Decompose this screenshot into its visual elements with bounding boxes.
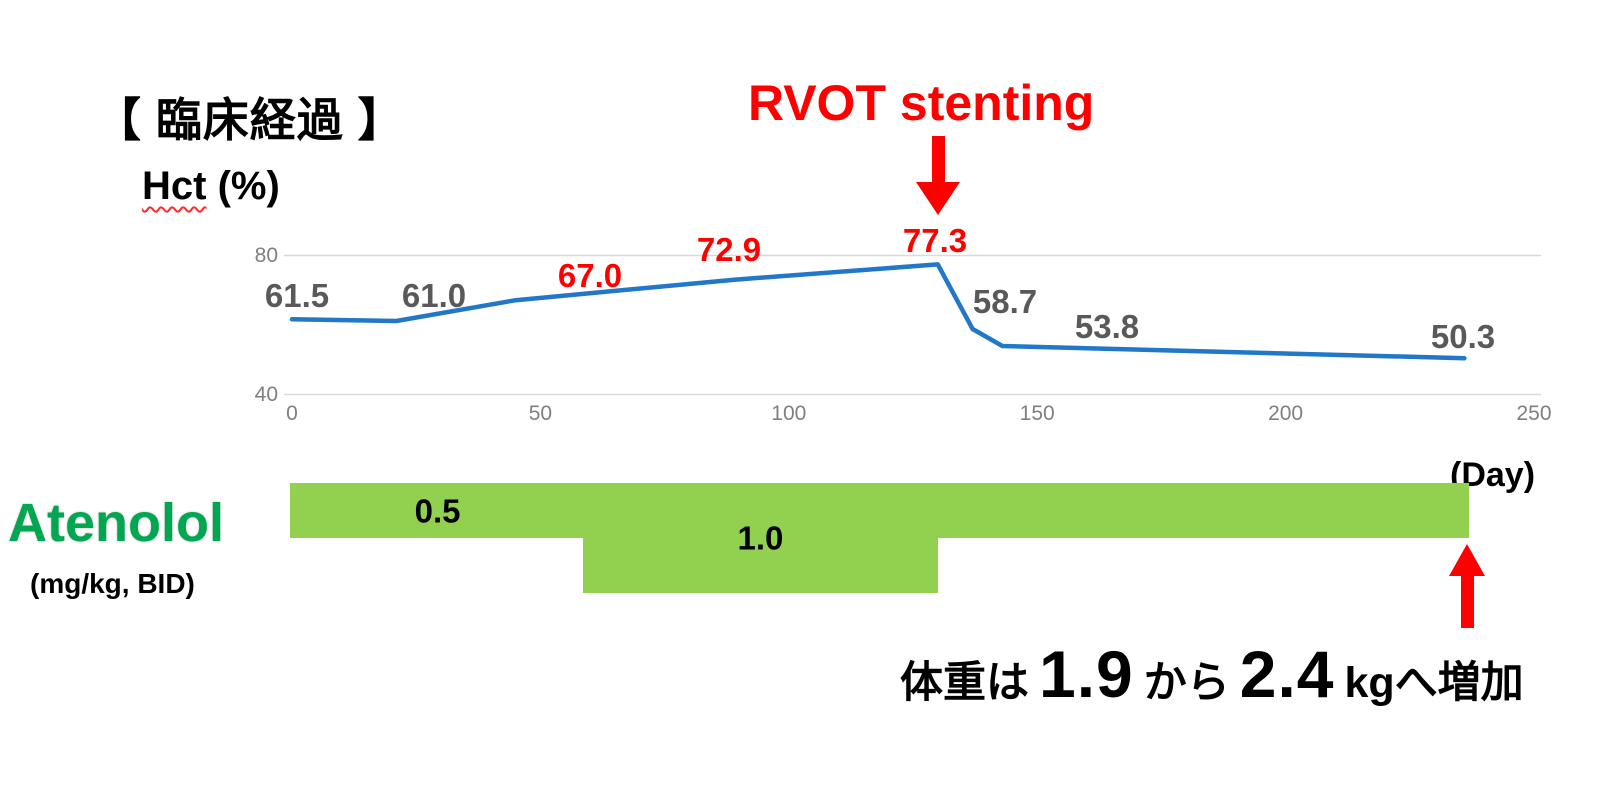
x-tick-label: 200 [1268,402,1304,425]
weight-from-value: 1.9 [1039,637,1134,711]
x-tick-label: 150 [1019,402,1055,425]
x-tick-label: 100 [771,402,807,425]
y-axis-title: Hct (%) [142,164,280,209]
atenolol-bar-segment [290,483,586,538]
x-tick-label: 50 [528,402,553,425]
point-label-61-0: 61.0 [401,277,467,314]
atenolol-drug-label: Atenolol [8,493,224,553]
point-label-61-5: 61.5 [264,277,330,314]
rvot-stenting-label: RVOT stenting [748,75,1095,131]
y-tick-label-40: 40 [254,383,278,406]
weight-change-note: 体重は 1.9 から 2.4 kgへ増加 [900,636,1524,712]
point-label-67-0: 67.0 [557,257,623,294]
point-label-50-3: 50.3 [1430,318,1496,355]
hct-line [289,262,1467,361]
weight-to-value: 2.4 [1239,637,1335,711]
arrow-head [1449,544,1485,576]
y-axis-title-unit: (%) [217,164,280,208]
atenolol-bar-segment [583,483,938,593]
point-label-58-7: 58.7 [972,283,1038,320]
x-tick-label: 0 [286,402,298,425]
dose-label: 1.0 [737,519,784,557]
point-label-53-8: 53.8 [1074,308,1140,345]
x-tick-label: 250 [1516,402,1552,425]
dose-end-arrow-up-icon [1449,544,1485,628]
rvot-arrow-down-icon [916,136,960,215]
arrow-shaft [931,136,945,182]
dose-label: 0.5 [414,492,461,529]
y-tick-label-80: 80 [254,244,278,267]
arrow-shaft [1460,576,1474,628]
point-label-77-3: 77.3 [902,222,968,259]
atenolol-bar-segment [935,483,1470,538]
y-axis-title-main: Hct [142,164,207,208]
weight-note-conj: から [1143,659,1230,707]
page-title: 【 臨床経過 】 [95,94,405,146]
arrow-head [916,182,960,215]
weight-note-prefix: 体重は [900,659,1029,707]
atenolol-unit-label: (mg/kg, BID) [30,568,195,599]
point-label-72-9: 72.9 [696,231,762,268]
weight-note-suffix: kgへ増加 [1344,659,1524,707]
